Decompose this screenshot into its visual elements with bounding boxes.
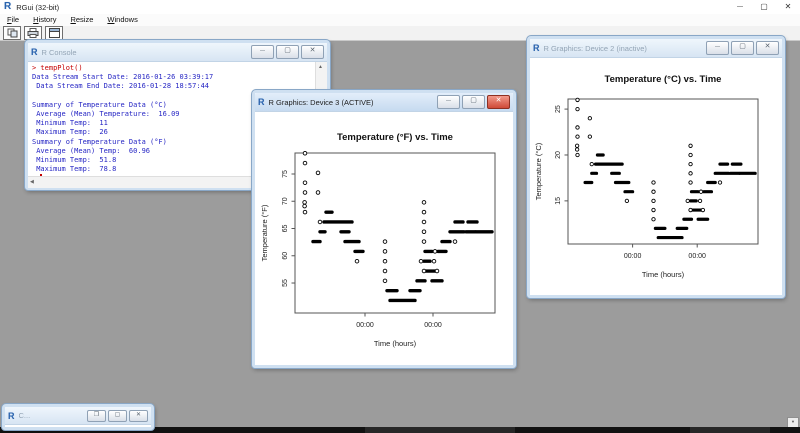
- graphics-device2-window: R R Graphics: Device 2 (inactive) — ▢ ✕ …: [527, 36, 785, 298]
- taskbar-segment: [690, 427, 770, 433]
- close-button[interactable]: ✕: [129, 409, 148, 422]
- r-logo-icon: R: [8, 410, 15, 421]
- restore-button[interactable]: ❐: [87, 409, 106, 422]
- horizontal-scrollbar[interactable]: ◀: [28, 176, 316, 188]
- console-line: Summary of Temperature Data (°C): [32, 100, 167, 109]
- close-button[interactable]: ✕: [756, 41, 779, 55]
- svg-text:00:00: 00:00: [356, 322, 374, 329]
- console-line: Maximum Temp: 26: [32, 128, 108, 137]
- main-window-title: RGui (32-bit): [16, 2, 60, 12]
- r-logo-icon: R: [31, 47, 38, 57]
- svg-text:Temperature (°F): Temperature (°F): [260, 204, 269, 261]
- console-line: Summary of Temperature Data (°F): [32, 137, 167, 146]
- maximize-button[interactable]: ▢: [108, 409, 127, 422]
- svg-text:Time (hours): Time (hours): [374, 339, 417, 348]
- svg-text:75: 75: [282, 170, 289, 178]
- console-line: Data Stream End Date: 2016-01-28 18:57:4…: [32, 82, 210, 91]
- console-line: Average (Mean) Temp: 60.96: [32, 146, 151, 155]
- svg-text:20: 20: [555, 151, 562, 159]
- menu-item-history[interactable]: History: [33, 15, 57, 24]
- close-button[interactable]: ✕: [784, 2, 792, 11]
- minimized-titlebar[interactable]: R C... ❐ ▢ ✕: [5, 407, 151, 425]
- temperature-fahrenheit-chart: Temperature (°F) vs. Time 55 60 65 70 75 00:00…: [260, 132, 496, 348]
- svg-text:65: 65: [282, 225, 289, 233]
- maximize-button[interactable]: ▢: [760, 2, 768, 11]
- console-line: > tempPlot(): [32, 64, 83, 72]
- svg-text:55: 55: [282, 279, 289, 287]
- taskbar-segment: [365, 427, 515, 433]
- copy-button[interactable]: [3, 26, 21, 40]
- console-line: Data Stream Start Date: 2016-01-26 03:39…: [32, 73, 214, 82]
- console-window-icon: [48, 28, 60, 38]
- maximize-button[interactable]: ▢: [731, 41, 754, 55]
- menu-item-file[interactable]: File: [7, 15, 20, 24]
- close-button[interactable]: ✕: [487, 95, 510, 109]
- svg-text:00:00: 00:00: [624, 253, 642, 260]
- device3-titlebar[interactable]: R R Graphics: Device 3 (ACTIVE) — ▢ ✕: [255, 93, 513, 112]
- svg-text:15: 15: [555, 197, 562, 205]
- svg-text:25: 25: [555, 105, 562, 113]
- scroll-left-icon[interactable]: ◀: [30, 179, 34, 185]
- console-focus-button[interactable]: [45, 26, 63, 40]
- svg-text:Temperature (°C) vs. Time: Temperature (°C) vs. Time: [605, 74, 722, 85]
- main-titlebar[interactable]: R RGui (32-bit) — ▢ ✕: [0, 0, 800, 14]
- minimized-window: R C... ❐ ▢ ✕: [2, 404, 154, 430]
- svg-text:Temperature (°C): Temperature (°C): [534, 142, 543, 200]
- console-line: Minimum Temp: 51.8: [32, 156, 117, 165]
- taskbar: [0, 427, 800, 433]
- device2-title: R Graphics: Device 2 (inactive): [543, 43, 647, 53]
- menubar: File History Resize Windows: [0, 14, 800, 26]
- graphics-device3-window: R R Graphics: Device 3 (ACTIVE) — ▢ ✕ Te…: [252, 90, 516, 368]
- minimize-button[interactable]: —: [706, 41, 729, 55]
- console-line: Minimum Temp: 11: [32, 119, 108, 128]
- close-button[interactable]: ✕: [301, 45, 324, 59]
- maximize-button[interactable]: ▢: [276, 45, 299, 59]
- minimized-title: C...: [18, 411, 31, 420]
- r-logo-icon: R: [4, 1, 12, 12]
- print-button[interactable]: [24, 26, 42, 40]
- device2-titlebar[interactable]: R R Graphics: Device 2 (inactive) — ▢ ✕: [530, 39, 782, 58]
- svg-text:70: 70: [282, 197, 289, 205]
- console-text[interactable]: > tempPlot() Data Stream Start Date: 2016…: [32, 64, 315, 182]
- menu-item-resize[interactable]: Resize: [70, 15, 94, 24]
- copy-icon: [7, 28, 17, 38]
- svg-text:60: 60: [282, 252, 289, 260]
- minimize-button[interactable]: —: [251, 45, 274, 59]
- menu-item-windows[interactable]: Windows: [107, 15, 138, 24]
- scroll-up-icon[interactable]: ▲: [318, 64, 323, 70]
- minimize-button[interactable]: —: [737, 4, 743, 10]
- svg-text:Temperature (°F) vs. Time: Temperature (°F) vs. Time: [337, 132, 453, 143]
- minimize-button[interactable]: —: [437, 95, 460, 109]
- device3-title: R Graphics: Device 3 (ACTIVE): [268, 97, 374, 107]
- r-logo-icon: R: [258, 97, 265, 107]
- print-icon: [27, 28, 39, 38]
- console-title: R Console: [41, 47, 77, 57]
- r-logo-icon: R: [533, 43, 540, 53]
- svg-text:Time (hours): Time (hours): [642, 270, 685, 279]
- svg-text:00:00: 00:00: [424, 322, 442, 329]
- svg-text:00:00: 00:00: [688, 253, 706, 260]
- console-line: Maximum Temp: 78.8: [32, 165, 117, 174]
- maximize-button[interactable]: ▢: [462, 95, 485, 109]
- temperature-celsius-chart: Temperature (°C) vs. Time 15 20 25 00:00 00:0…: [534, 74, 759, 279]
- console-line: Average (Mean) Temperature: 16.09: [32, 110, 180, 119]
- console-titlebar[interactable]: R R Console — ▢ ✕: [28, 43, 327, 62]
